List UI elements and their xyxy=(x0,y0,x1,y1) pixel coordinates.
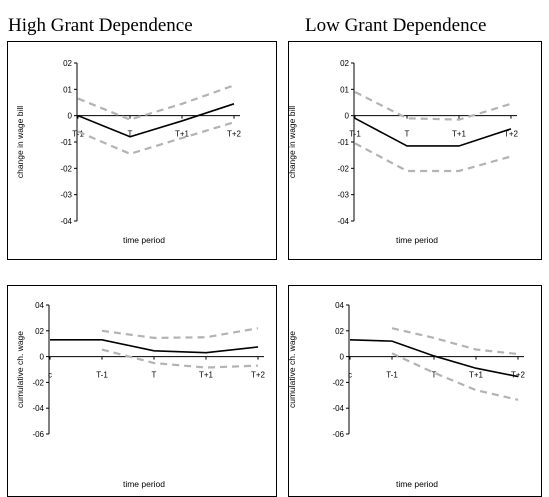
series-line-estimate xyxy=(50,339,259,354)
column-title-high: High Grant Dependence xyxy=(8,15,193,36)
y-tick-label: -01 xyxy=(60,138,72,147)
y-tick-label: -04 xyxy=(337,217,349,226)
x-axis-label: time period xyxy=(396,479,438,489)
x-tick-label: c xyxy=(48,371,52,380)
y-tick-label: -02 xyxy=(337,164,349,173)
series-line-estimate xyxy=(349,339,519,378)
series-line-upper xyxy=(77,84,235,121)
y-tick-label: 02 xyxy=(63,59,72,68)
column-title-low: Low Grant Dependence xyxy=(305,15,486,36)
x-tick-label: T xyxy=(128,130,133,139)
x-tick-label: T+2 xyxy=(511,371,526,380)
x-tick-label: T-1 xyxy=(349,130,361,139)
x-tick-label: T xyxy=(432,371,437,380)
y-tick-label: -06 xyxy=(332,430,344,439)
x-tick-label: T+1 xyxy=(469,371,484,380)
x-tick-label: T+1 xyxy=(175,130,190,139)
x-tick-label: T xyxy=(405,130,410,139)
y-axis-label: change in wage bill xyxy=(287,106,297,178)
series-line-upper xyxy=(354,90,512,121)
y-tick-label: 0 xyxy=(345,112,350,121)
x-axis-label: time period xyxy=(396,235,438,245)
y-tick-label: -03 xyxy=(60,191,72,200)
y-tick-label: 02 xyxy=(335,327,344,336)
plot-frame xyxy=(7,41,277,260)
plot-frame xyxy=(288,41,542,260)
x-tick-label: T-1 xyxy=(386,371,398,380)
chart-panel-4: 04 02 0 -02 -04 -06 c T-1 T T+1 T+2 cumulative ch. … xyxy=(287,285,542,497)
x-tick-label: c xyxy=(348,371,352,380)
y-tick-label: -03 xyxy=(337,191,349,200)
series-line-lower xyxy=(354,142,512,173)
y-tick-label: 0 xyxy=(68,112,73,121)
y-axis-label: cumulative ch. wage xyxy=(15,331,25,408)
x-tick-label: T+2 xyxy=(251,371,266,380)
y-tick-label: 01 xyxy=(63,85,72,94)
series-line-lower xyxy=(391,352,519,401)
y-tick-label: 01 xyxy=(340,85,349,94)
y-tick-label: -06 xyxy=(32,430,44,439)
chart-panel-1: 02 01 0 -01 -02 -03 -04 T-1 T T+1 T+2 change in wag… xyxy=(7,41,277,260)
x-tick-label: T+1 xyxy=(199,371,214,380)
x-tick-label: T-1 xyxy=(96,371,108,380)
y-tick-label: -02 xyxy=(60,164,72,173)
y-tick-label: -04 xyxy=(60,217,72,226)
y-tick-label: 04 xyxy=(35,301,44,310)
y-tick-label: -04 xyxy=(32,404,44,413)
chart-panel-2: 02 01 0 -01 -02 -03 -04 T-1 T T+1 T+2 change in wag… xyxy=(287,41,542,260)
series-line-lower xyxy=(77,121,235,156)
series-line-estimate xyxy=(354,117,512,147)
x-tick-label: T+2 xyxy=(504,130,519,139)
y-tick-label: -02 xyxy=(332,378,344,387)
x-tick-label: T-1 xyxy=(72,130,84,139)
panels: 02 01 0 -01 -02 -03 -04 T-1 T T+1 T+2 change in wag… xyxy=(7,41,542,497)
series-line-lower xyxy=(101,348,259,369)
y-tick-label: -02 xyxy=(32,378,44,387)
plot-frame xyxy=(7,285,277,497)
y-tick-label: 02 xyxy=(340,59,349,68)
x-tick-label: T xyxy=(152,371,157,380)
x-tick-label: T+2 xyxy=(227,130,242,139)
y-tick-label: -01 xyxy=(337,138,349,147)
series-line-upper xyxy=(101,327,259,339)
y-tick-label: 0 xyxy=(340,353,345,362)
y-tick-label: -04 xyxy=(332,404,344,413)
plot-frame xyxy=(288,285,542,497)
x-tick-label: T+1 xyxy=(452,130,467,139)
y-tick-label: 04 xyxy=(335,301,344,310)
y-tick-label: 02 xyxy=(35,327,44,336)
x-axis-label: time period xyxy=(123,479,165,489)
series-line-estimate xyxy=(77,103,235,138)
y-tick-label: 0 xyxy=(40,353,45,362)
y-axis-label: change in wage bill xyxy=(15,106,25,178)
y-axis-label: cumulative ch. wage xyxy=(287,331,297,408)
chart-panel-3: 04 02 0 -02 -04 -06 c T-1 T T+1 T+2 cumulative ch. … xyxy=(7,285,277,497)
series-line-upper xyxy=(391,327,519,356)
x-axis-label: time period xyxy=(123,235,165,245)
